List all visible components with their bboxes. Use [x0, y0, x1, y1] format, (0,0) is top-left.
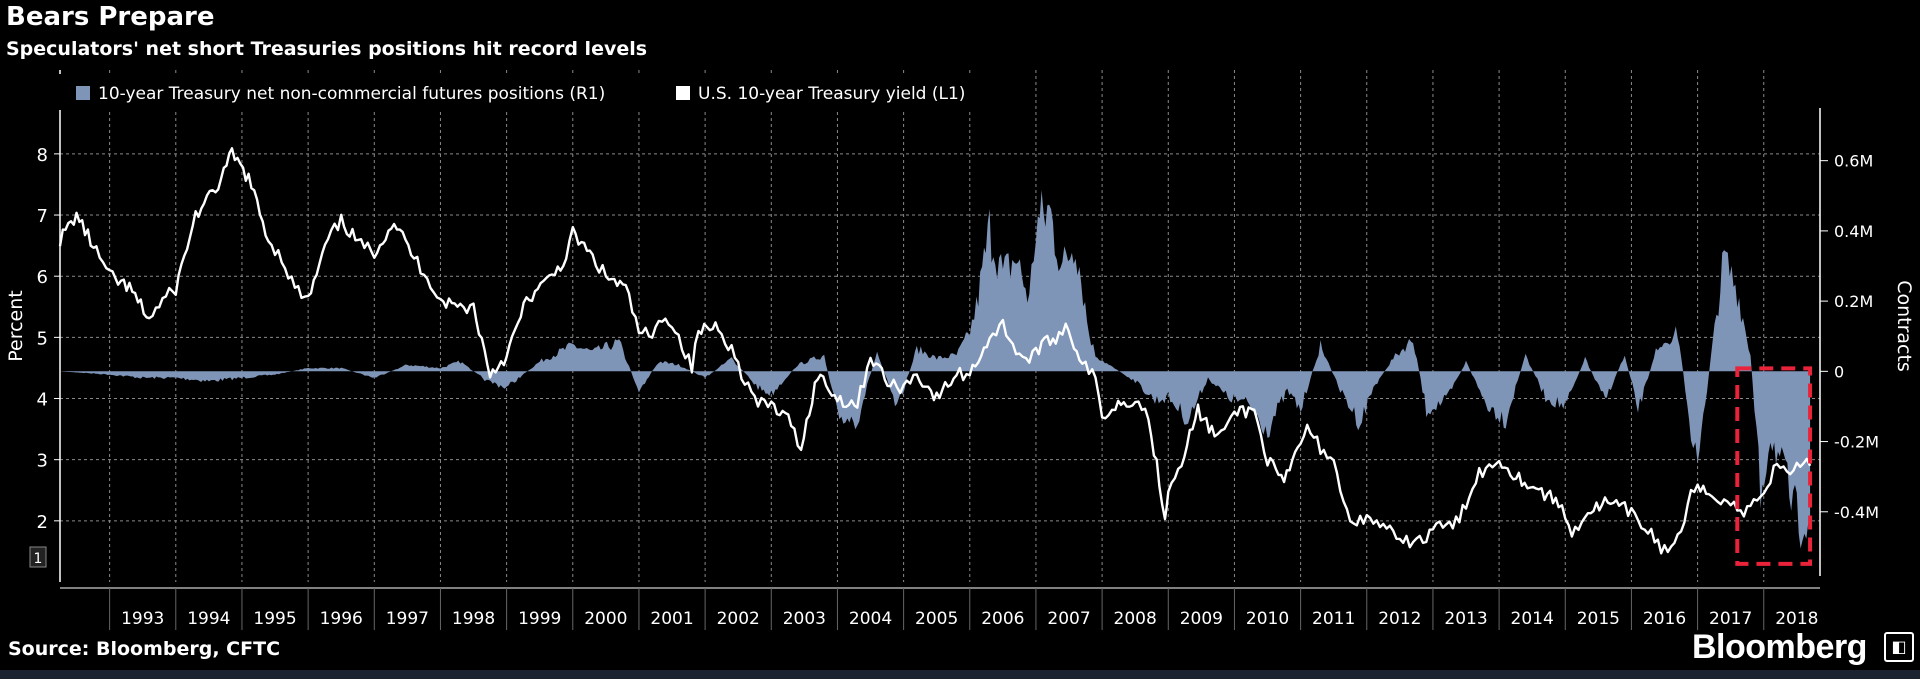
x-tick-label: 2009: [1180, 609, 1223, 629]
right-tick-label: -0.4M: [1834, 503, 1879, 522]
legend-swatch-positions: [76, 86, 90, 100]
legend-background: [16, 74, 1020, 110]
x-tick-label: 2010: [1246, 609, 1289, 629]
left-tick-label: 4: [37, 390, 48, 411]
x-tick-label: 2003: [783, 609, 826, 629]
legend-swatch-yield: [676, 86, 690, 100]
axis-badge-label: 1: [34, 551, 43, 567]
legend-label-positions: 10-year Treasury net non-commercial futu…: [98, 84, 605, 104]
left-tick-label: 2: [37, 512, 48, 533]
bloomberg-logo: Bloomberg: [1692, 628, 1867, 666]
x-tick-label: 1998: [452, 609, 495, 629]
left-tick-label: 3: [37, 451, 48, 472]
x-tick-label: 2017: [1709, 609, 1752, 629]
axis-badge: [29, 546, 47, 568]
chart-subtitle: Speculators' net short Treasuries positi…: [6, 38, 648, 60]
left-tick-label: 5: [37, 328, 48, 349]
x-tick-label: 2000: [584, 609, 627, 629]
right-tick-label: 0: [1834, 362, 1844, 381]
positions-area: [60, 190, 1811, 549]
x-tick-label: 1997: [386, 609, 429, 629]
chart: 2 3 4 5 6 7 8 0.6M 0.4M 0.2M 0 -0.2M -0.4M 1993 1994 19…: [5, 70, 1915, 630]
bottom-bar: [0, 670, 1920, 679]
right-tick-label: 0.6M: [1834, 152, 1873, 171]
left-tick-label: 8: [37, 145, 48, 166]
x-tick-label: 2015: [1577, 609, 1620, 629]
x-tick-label: 1994: [187, 609, 230, 629]
right-tick-label: -0.2M: [1834, 433, 1879, 452]
left-axis-label: Percent: [5, 290, 27, 362]
x-tick-label: 2006: [981, 609, 1024, 629]
right-axis-label: Contracts: [1893, 280, 1915, 372]
left-tick-label: 6: [37, 267, 48, 288]
x-tick-label: 2011: [1312, 609, 1355, 629]
yield-line: [58, 147, 1812, 555]
x-tick-label: 1993: [121, 609, 164, 629]
chart-title: Bears Prepare: [6, 2, 215, 32]
x-tick-label: 1999: [518, 609, 561, 629]
bloomberg-terminal-icon: ◧: [1884, 632, 1914, 662]
x-tick-label: 2007: [1047, 609, 1090, 629]
legend-label-yield: U.S. 10-year Treasury yield (L1): [698, 84, 965, 104]
x-tick-label: 2013: [1444, 609, 1487, 629]
x-tick-label: 2012: [1378, 609, 1421, 629]
source-note: Source: Bloomberg, CFTC: [8, 638, 281, 660]
x-tick-label: 2005: [915, 609, 958, 629]
left-tick-label: 7: [37, 206, 48, 227]
x-tick-label: 2018: [1775, 609, 1818, 629]
x-tick-label: 2014: [1511, 609, 1554, 629]
x-tick-label: 2001: [650, 609, 693, 629]
x-tick-label: 2004: [849, 609, 892, 629]
x-tick-label: 2008: [1114, 609, 1157, 629]
x-tick-label: 2016: [1643, 609, 1686, 629]
legend: 10-year Treasury net non-commercial futu…: [76, 84, 965, 104]
right-tick-label: 0.4M: [1834, 222, 1873, 241]
x-tick-label: 1996: [320, 609, 363, 629]
right-tick-label: 0.2M: [1834, 292, 1873, 311]
x-tick-label: 2002: [717, 609, 760, 629]
x-tick-label: 1995: [253, 609, 296, 629]
